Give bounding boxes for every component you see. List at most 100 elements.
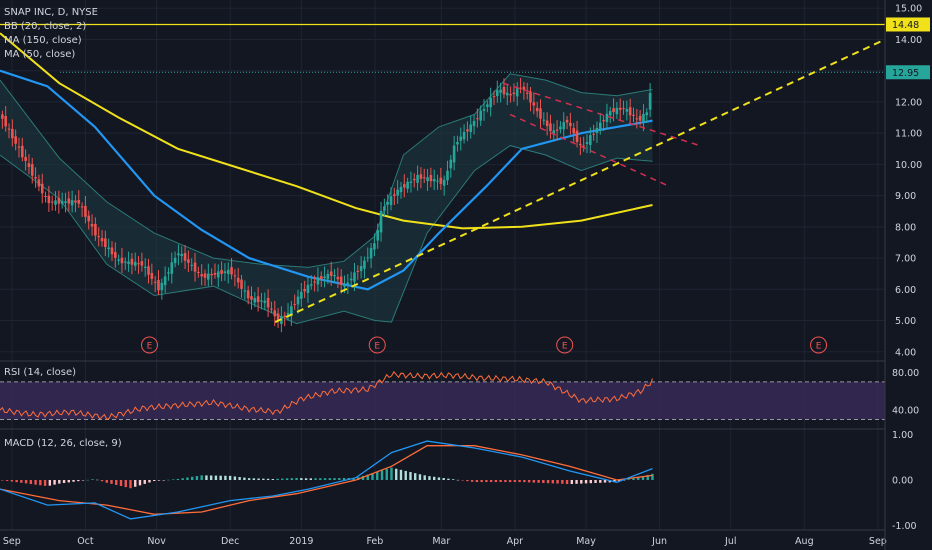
ma50-legend[interactable]: MA (50, close) bbox=[4, 49, 75, 60]
earnings-marker-label: E bbox=[816, 342, 822, 352]
macd-legend[interactable]: MACD (12, 26, close, 9) bbox=[4, 438, 122, 449]
candle-body bbox=[67, 198, 71, 204]
time-tick-label: Oct bbox=[77, 536, 94, 547]
macd-histogram-bar bbox=[167, 479, 170, 481]
macd-histogram-bar bbox=[100, 480, 104, 482]
macd-histogram-bar bbox=[67, 480, 71, 483]
macd-histogram-bar bbox=[589, 480, 592, 484]
candle-body bbox=[316, 277, 320, 285]
candle-body bbox=[70, 200, 74, 206]
macd-histogram-bar bbox=[134, 480, 137, 487]
earnings-marker bbox=[810, 336, 828, 354]
macd-histogram-bar bbox=[228, 475, 232, 480]
time-tick-label: Jul bbox=[724, 536, 736, 547]
macd-histogram-bar bbox=[266, 478, 270, 480]
price-tick-label: 10.00 bbox=[895, 160, 922, 171]
candle-body bbox=[133, 261, 137, 266]
candle-body bbox=[197, 271, 200, 273]
candle-body bbox=[54, 200, 57, 205]
macd-histogram-bar bbox=[300, 478, 303, 480]
macd-histogram-bar bbox=[542, 480, 545, 483]
candle-body bbox=[529, 91, 532, 103]
rsi-legend[interactable]: RSI (14, close) bbox=[4, 367, 76, 378]
macd-histogram-bar bbox=[627, 479, 630, 480]
candle-body bbox=[572, 128, 576, 134]
macd-histogram-bar bbox=[570, 480, 574, 485]
macd-histogram-bar bbox=[295, 477, 298, 480]
macd-histogram-bar bbox=[81, 480, 85, 481]
time-tick-label: May bbox=[576, 536, 596, 547]
macd-histogram-bar bbox=[390, 467, 393, 480]
candle-body bbox=[177, 253, 180, 256]
macd-histogram-bar bbox=[219, 475, 222, 480]
candle-body bbox=[104, 238, 107, 247]
macd-histogram-bar bbox=[475, 480, 479, 483]
macd-histogram-bar bbox=[209, 475, 213, 480]
candle-body bbox=[539, 108, 542, 119]
time-tick-label: 2019 bbox=[289, 536, 313, 547]
candle-body bbox=[117, 259, 120, 261]
price-tick-label: 8.00 bbox=[895, 222, 916, 233]
price-candles bbox=[1, 77, 652, 333]
symbol-title[interactable]: SNAP INC, D, NYSE bbox=[4, 7, 98, 18]
price-tick-label: 12.00 bbox=[895, 97, 922, 108]
candle-body bbox=[482, 109, 486, 111]
candle-body bbox=[499, 89, 502, 93]
candle-body bbox=[608, 111, 612, 116]
ma150-legend[interactable]: MA (150, close) bbox=[4, 35, 82, 46]
candle-body bbox=[595, 127, 599, 134]
candle-body bbox=[515, 88, 519, 97]
macd-histogram-bar bbox=[110, 480, 113, 484]
macd-histogram-bar bbox=[224, 475, 227, 480]
resistance-tag bbox=[886, 17, 930, 32]
candle-body bbox=[598, 122, 602, 131]
candle-body bbox=[223, 271, 227, 274]
candle-body bbox=[363, 260, 366, 269]
candle-body bbox=[472, 121, 476, 127]
macd-histogram-bar bbox=[86, 479, 89, 481]
macd-histogram-bar bbox=[58, 480, 61, 484]
candle-body bbox=[140, 261, 144, 266]
macd-histogram-bar bbox=[461, 480, 464, 481]
candle-body bbox=[24, 156, 27, 161]
bb-legend[interactable]: BB (20, close, 2) bbox=[4, 21, 86, 32]
candle-body bbox=[359, 266, 363, 272]
macd-histogram-bar bbox=[404, 470, 407, 480]
macd-histogram-bar bbox=[29, 480, 33, 485]
macd-histogram-bar bbox=[5, 480, 9, 481]
candle-body bbox=[632, 114, 635, 116]
macd-histogram-bar bbox=[466, 480, 469, 482]
candle-body bbox=[442, 179, 446, 186]
macd-histogram-bar bbox=[399, 469, 403, 480]
macd-histogram-bar bbox=[105, 480, 108, 483]
macd-histogram-bar bbox=[556, 480, 559, 484]
macd-histogram-bar bbox=[53, 480, 56, 485]
candle-body bbox=[452, 145, 456, 163]
candle-body bbox=[207, 273, 210, 280]
candle-body bbox=[266, 297, 270, 308]
macd-histogram-bar bbox=[376, 471, 379, 480]
candle-body bbox=[353, 272, 356, 282]
macd-histogram-bar bbox=[432, 476, 436, 480]
candle-body bbox=[210, 273, 213, 276]
time-tick-label: Feb bbox=[366, 536, 383, 547]
macd-histogram-bar bbox=[271, 478, 275, 480]
macd-histogram-bar bbox=[366, 474, 369, 480]
candle-body bbox=[638, 115, 642, 121]
macd-histogram-bar bbox=[641, 476, 645, 480]
macd-histogram-bar bbox=[172, 479, 175, 480]
candle-body bbox=[602, 120, 605, 122]
candle-body bbox=[250, 296, 253, 300]
candle-body bbox=[97, 236, 101, 238]
macd-histogram-bar bbox=[470, 480, 474, 482]
macd-histogram-bar bbox=[371, 473, 374, 480]
macd-tick-label: -1.00 bbox=[892, 521, 917, 532]
candle-body bbox=[180, 253, 184, 257]
macd-histogram-bar bbox=[508, 480, 512, 483]
candle-body bbox=[336, 276, 340, 280]
candle-body bbox=[625, 108, 629, 112]
time-tick-label: Sep bbox=[869, 536, 887, 547]
candle-body bbox=[479, 110, 482, 121]
last-price-tag bbox=[886, 65, 930, 80]
macd-histogram-bar bbox=[1, 480, 4, 481]
